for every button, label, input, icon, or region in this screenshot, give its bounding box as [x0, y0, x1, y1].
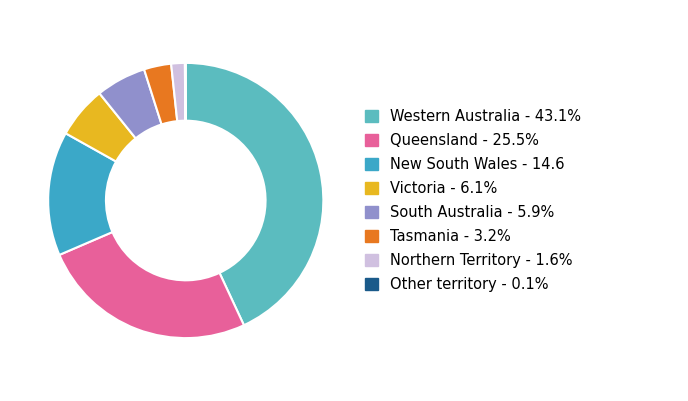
Wedge shape [65, 93, 136, 162]
Wedge shape [100, 69, 162, 138]
Wedge shape [144, 64, 178, 124]
Wedge shape [59, 232, 244, 338]
Legend: Western Australia - 43.1%, Queensland - 25.5%, New South Wales - 14.6, Victoria : Western Australia - 43.1%, Queensland - … [365, 109, 581, 292]
Wedge shape [186, 63, 323, 325]
Wedge shape [185, 63, 186, 121]
Wedge shape [48, 133, 116, 255]
Wedge shape [171, 63, 185, 121]
